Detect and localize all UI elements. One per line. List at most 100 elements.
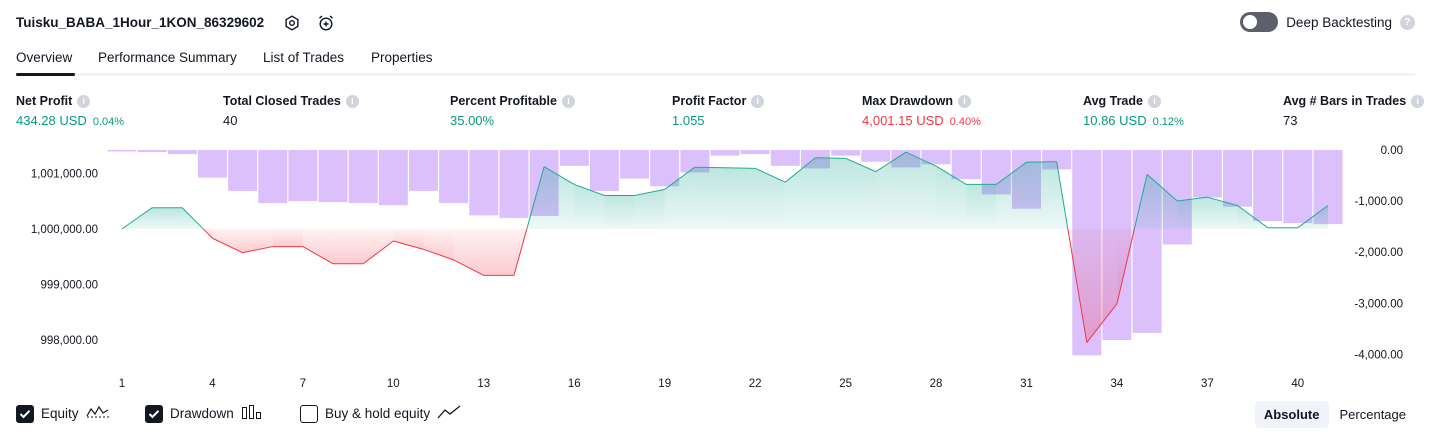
drawdown-bar	[650, 150, 679, 186]
info-icon[interactable]: i	[1148, 95, 1161, 108]
equity-drawdown-chart: 1,001,000.00 1,000,000.00 999,000.00 998,00…	[0, 136, 1431, 392]
strategy-header: Tuisku_BABA_1Hour_1KON_86329602 Deep Bac…	[16, 12, 1415, 36]
drawdown-bar	[741, 150, 770, 154]
equity-gain-fill	[815, 158, 845, 229]
equity-gain-fill	[966, 184, 996, 228]
metric-label: Total Closed Trades	[223, 94, 341, 108]
left-axis-tick: 1,001,000.00	[31, 168, 98, 180]
legend-drawdown[interactable]: Drawdown	[145, 404, 263, 423]
left-axis-tick: 1,000,000.00	[31, 224, 98, 236]
percentage-button[interactable]: Percentage	[1331, 401, 1416, 428]
drawdown-bar	[1253, 150, 1282, 221]
equity-checkbox[interactable]	[16, 405, 34, 423]
drawdown-bar	[861, 150, 890, 162]
deep-backtesting-control: Deep Backtesting ?	[1240, 12, 1415, 32]
drawdown-bar	[620, 150, 649, 179]
metric-avg-trade: Avg Trade i 10.86 USD 0.12%	[1083, 94, 1184, 128]
x-axis-tick: 25	[839, 378, 852, 390]
metric-label: Avg Trade	[1083, 94, 1143, 108]
x-axis-tick: 34	[1111, 378, 1124, 390]
drawdown-bar	[108, 150, 137, 152]
drawdown-bar	[319, 150, 348, 202]
metric-value: 40	[223, 113, 237, 128]
tab-overview[interactable]: Overview	[16, 50, 72, 65]
x-axis-tick: 31	[1020, 378, 1033, 390]
metric-total-closed-trades: Total Closed Trades i 40	[223, 94, 359, 128]
absolute-button[interactable]: Absolute	[1255, 401, 1329, 428]
strategy-title: Tuisku_BABA_1Hour_1KON_86329602	[16, 15, 264, 30]
metric-max-drawdown: Max Drawdown i 4,001.15 USD 0.40%	[862, 94, 981, 128]
left-axis: 1,001,000.00 1,000,000.00 999,000.00 998,00…	[31, 168, 98, 346]
drawdown-bar	[198, 150, 227, 178]
equity-gain-fill	[1027, 162, 1057, 229]
x-axis-tick: 22	[749, 378, 762, 390]
metric-value: 4,001.15 USD	[862, 113, 944, 128]
buy-hold-checkbox[interactable]	[300, 405, 318, 423]
info-icon[interactable]: i	[751, 95, 764, 108]
drawdown-bar	[409, 150, 438, 191]
equity-loss-fill	[424, 229, 454, 260]
metric-profit-factor: Profit Factor i 1.055	[672, 94, 764, 128]
drawdown-bar	[288, 150, 317, 201]
metric-value: 73	[1283, 113, 1297, 128]
equity-gain-fill	[1177, 197, 1207, 229]
deep-backtesting-toggle[interactable]	[1240, 12, 1278, 32]
equity-gain-fill	[755, 168, 785, 228]
drawdown-bar	[711, 150, 740, 156]
equity-gain-line	[725, 168, 755, 169]
legend-buy-hold-equity[interactable]: Buy & hold equity	[300, 404, 461, 423]
equity-loss-fill	[273, 229, 303, 247]
drawdown-checkbox[interactable]	[145, 405, 163, 423]
info-icon[interactable]: i	[562, 95, 575, 108]
info-icon[interactable]: i	[77, 95, 90, 108]
help-icon[interactable]: ?	[1400, 15, 1415, 30]
left-axis-tick: 998,000.00	[40, 335, 98, 347]
legend-equity[interactable]: Equity	[16, 404, 110, 423]
metric-label: Net Profit	[16, 94, 72, 108]
alarm-clock-add-icon[interactable]	[316, 13, 336, 33]
equity-loss-fill	[303, 229, 333, 264]
equity-loss-fill	[393, 229, 423, 250]
left-axis-tick: 999,000.00	[40, 279, 98, 291]
buy-hold-line-icon	[437, 404, 461, 423]
settings-hexagon-icon[interactable]	[282, 13, 302, 33]
drawdown-bar	[228, 150, 257, 191]
x-axis-tick: 7	[300, 378, 306, 390]
right-axis-tick: -1,000.00	[1354, 196, 1403, 208]
right-axis-tick: -4,000.00	[1354, 349, 1403, 361]
info-icon[interactable]: i	[346, 95, 359, 108]
value-mode-switch: Absolute Percentage	[1255, 401, 1415, 428]
metric-percent: 0.12%	[1153, 116, 1184, 128]
equity-loss-fill	[243, 229, 273, 253]
equity-loss-fill	[454, 229, 484, 276]
drawdown-bar	[1223, 150, 1252, 207]
metric-percent: 0.40%	[950, 116, 981, 128]
equity-loss-fill	[484, 229, 514, 276]
legend-drawdown-label: Drawdown	[170, 406, 234, 421]
right-axis-tick: 0.00	[1381, 145, 1403, 157]
metric-label: Max Drawdown	[862, 94, 953, 108]
metric-avg-bars-in-trades: Avg # Bars in Trades i 73	[1283, 94, 1424, 128]
drawdown-bar	[500, 150, 529, 218]
info-icon[interactable]: i	[1411, 95, 1424, 108]
tab-properties[interactable]: Properties	[371, 50, 433, 65]
drawdown-bar	[952, 150, 981, 179]
equity-gain-fill	[876, 152, 906, 229]
equity-loss-fill	[363, 229, 393, 264]
x-axis-tick: 4	[209, 378, 216, 390]
equity-gain-fill	[635, 189, 665, 228]
x-axis: 1 4 7 10 13 16 19 22 25 28 31 34 37 40	[119, 378, 1304, 390]
drawdown-bar	[771, 150, 800, 166]
x-axis-tick: 13	[477, 378, 490, 390]
x-axis-tick: 19	[658, 378, 671, 390]
equity-gain-fill	[785, 158, 815, 229]
tab-list-of-trades[interactable]: List of Trades	[263, 50, 344, 65]
right-axis-tick: -3,000.00	[1354, 298, 1403, 310]
metric-percent-profitable: Percent Profitable i 35.00%	[450, 94, 575, 128]
right-axis-tick: -2,000.00	[1354, 247, 1403, 259]
x-axis-tick: 16	[568, 378, 581, 390]
tab-performance-summary[interactable]: Performance Summary	[98, 50, 237, 65]
drawdown-bar	[258, 150, 287, 203]
equity-wave-icon	[86, 404, 110, 423]
info-icon[interactable]: i	[958, 95, 971, 108]
